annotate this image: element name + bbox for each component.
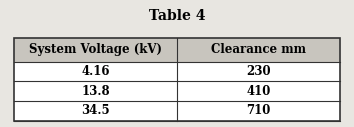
Text: 710: 710 bbox=[246, 104, 270, 117]
Bar bbox=[14, 81, 340, 101]
Text: 4.16: 4.16 bbox=[81, 65, 110, 78]
Bar bbox=[14, 101, 340, 121]
Bar bbox=[14, 38, 340, 62]
Text: 230: 230 bbox=[246, 65, 271, 78]
Text: Table 4: Table 4 bbox=[149, 9, 205, 23]
Bar bbox=[14, 38, 340, 121]
Text: System Voltage (kV): System Voltage (kV) bbox=[29, 43, 162, 56]
Text: 13.8: 13.8 bbox=[81, 85, 110, 98]
Bar bbox=[14, 62, 340, 81]
Text: Clearance mm: Clearance mm bbox=[211, 43, 306, 56]
Text: 34.5: 34.5 bbox=[81, 104, 110, 117]
Text: 410: 410 bbox=[246, 85, 270, 98]
